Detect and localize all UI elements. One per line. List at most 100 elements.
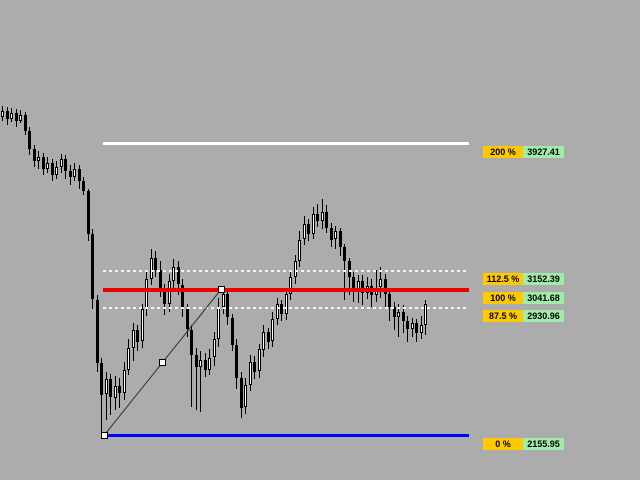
fib-level-line-100%[interactable] [103, 287, 469, 292]
candle-body [105, 379, 108, 395]
candle-body [249, 361, 252, 385]
candle-body [109, 379, 112, 398]
fib-level-line-112.5%[interactable] [103, 270, 469, 273]
candle-body [64, 159, 67, 172]
fib-level-line-0%[interactable] [103, 434, 469, 437]
candle-body [339, 231, 342, 248]
candle-body [73, 169, 76, 178]
candle-body [10, 113, 13, 120]
candle-body [51, 163, 54, 176]
fib-percent-label: 200 % [483, 145, 523, 158]
candle-body [258, 349, 261, 372]
candle-body [15, 113, 18, 122]
candle-body [420, 325, 423, 334]
candle-body [168, 281, 171, 305]
candle-body [298, 239, 301, 262]
candle-body [397, 311, 400, 318]
candle-body [406, 321, 409, 330]
candle-body [55, 167, 58, 176]
candle-body [208, 357, 211, 370]
candle-body [123, 369, 126, 394]
candle-wick [376, 269, 377, 302]
fib-level-line-87.5%[interactable] [103, 306, 469, 309]
candle-body [172, 267, 175, 282]
candle-wick [101, 357, 102, 433]
fib-price-label: 2930.96 [523, 309, 564, 322]
candle-body [289, 277, 292, 295]
candle-body [199, 359, 202, 368]
candle-body [321, 211, 324, 222]
candle-body [132, 329, 135, 348]
candle-body [334, 231, 337, 240]
candle-body [91, 234, 94, 300]
candle-body [6, 111, 9, 120]
candle-body [316, 214, 319, 222]
fib-level-line-200%[interactable] [103, 142, 469, 145]
candle-body [294, 261, 297, 278]
candle-body [195, 354, 198, 368]
candle-body [213, 339, 216, 358]
candle-body [1, 111, 4, 118]
candle-wick [106, 371, 107, 420]
candle-body [244, 384, 247, 408]
candle-body [118, 385, 121, 394]
candle-body [154, 257, 157, 270]
candle-body [343, 247, 346, 262]
candle-body [204, 359, 207, 370]
fib-anchor-handle[interactable] [217, 286, 225, 293]
candle-body [24, 115, 27, 132]
candle-body [307, 224, 310, 235]
candle-body [285, 294, 288, 315]
fib-percent-label: 0 % [483, 437, 523, 450]
candle-body [262, 331, 265, 350]
candle-body [379, 279, 382, 288]
candle-body [303, 224, 306, 240]
fib-percent-label: 112.5 % [483, 273, 523, 286]
candle-wick [196, 347, 197, 410]
candle-body [276, 304, 279, 320]
candle-body [141, 309, 144, 342]
candle-body [240, 377, 243, 408]
fib-price-label: 2155.95 [523, 437, 564, 450]
candle-body [87, 191, 90, 235]
candle-body [280, 304, 283, 315]
candle-body [127, 347, 130, 370]
candle-body [78, 169, 81, 182]
candle-body [33, 149, 36, 162]
candle-body [145, 279, 148, 310]
candle-body [177, 267, 180, 285]
candle-body [136, 329, 139, 342]
candle-body [42, 157, 45, 170]
candle-body [82, 181, 85, 192]
candle-body [181, 284, 184, 310]
candle-wick [191, 325, 192, 408]
candle-body [46, 163, 49, 170]
candle-body [28, 131, 31, 150]
candle-body [19, 115, 22, 122]
fib-price-label: 3152.39 [523, 273, 564, 286]
candle-body [150, 257, 153, 280]
candle-body [190, 329, 193, 355]
candle-body [253, 361, 256, 372]
candle-body [424, 304, 427, 326]
candle-wick [200, 351, 201, 412]
candle-body [325, 211, 328, 228]
candle-body [231, 317, 234, 345]
fib-percent-label: 100 % [483, 291, 523, 304]
candle-body [96, 299, 99, 363]
candle-body [361, 281, 364, 294]
candle-body [271, 319, 274, 342]
candle-body [60, 159, 63, 168]
candle-body [226, 294, 229, 318]
candle-body [114, 385, 117, 398]
candle-body [267, 331, 270, 342]
fib-anchor-handle[interactable] [100, 432, 108, 439]
candle-body [37, 157, 40, 162]
fib-price-label: 3927.41 [523, 145, 564, 158]
fib-anchor-handle[interactable] [159, 359, 166, 366]
candle-body [348, 261, 351, 278]
